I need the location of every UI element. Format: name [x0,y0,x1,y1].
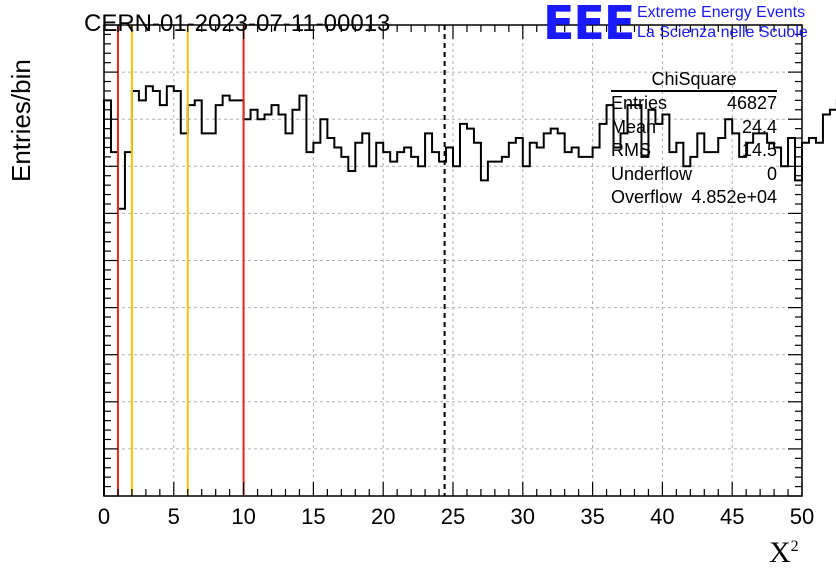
stats-row-entries: Entries 46827 [611,92,777,116]
stats-value: 0 [766,163,777,184]
x-tick-label: 35 [580,504,604,529]
stats-value: 4.852e+04 [691,187,777,207]
stats-value: 14.5 [741,140,777,160]
stats-label: Underflow [611,163,693,184]
stats-row-rms: RMS 14.5 [611,139,777,163]
stats-label: RMS [611,140,651,160]
stats-row-overflow: Overflow 4.852e+04 [611,186,777,210]
x-tick-label: 5 [168,504,180,529]
logo-line-1: Extreme Energy Events [637,4,806,21]
x-tick-label: 20 [371,504,395,529]
logo-text: Extreme Energy Events La Scienza nelle S… [637,3,808,43]
x-axis-label: X2 [769,536,799,570]
x-tick-label: 50 [790,504,814,529]
x-axis-label-sup: 2 [790,538,799,555]
y-axis-label: Entries/bin [6,59,36,182]
x-tick-label: 30 [511,504,535,529]
stats-label: Overflow [611,187,683,207]
stats-value: 24.4 [741,116,777,137]
logo-line-2: La Scienza nelle Scuole [637,24,808,41]
stats-value: 46827 [726,93,777,113]
stats-label: Mean [611,116,657,137]
x-tick-label: 45 [720,504,744,529]
eee-logo: EEE [543,0,635,50]
x-axis-label-base: X [769,536,791,569]
x-tick-label: 15 [301,504,325,529]
stats-row-underflow: Underflow 0 [611,163,777,187]
stats-box: ChiSquare Entries 46827 Mean 24.4 RMS 14.5 … [611,68,777,210]
x-tick-label: 25 [441,504,465,529]
x-tick-label: 0 [98,504,110,529]
x-tick-label: 10 [231,504,255,529]
x-tick-label: 40 [650,504,674,529]
chart-title: CERN-01-2023-07-11-00013 [84,10,391,37]
stats-label: Entries [611,93,668,113]
stats-row-mean: Mean 24.4 [611,116,777,140]
stats-header: ChiSquare [611,68,777,92]
